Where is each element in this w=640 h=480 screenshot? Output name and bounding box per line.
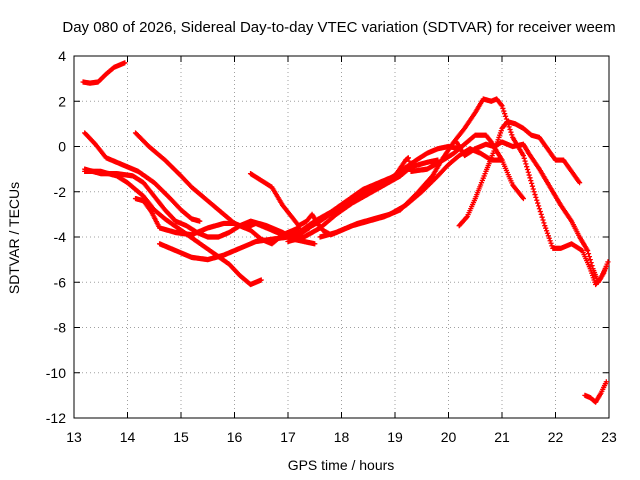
data-point: [605, 259, 611, 265]
y-tick-label: -12: [46, 410, 66, 426]
grid: [74, 56, 609, 418]
data-point: [508, 129, 514, 135]
data-point: [197, 218, 203, 224]
data-point: [501, 108, 507, 114]
data-point: [122, 60, 128, 66]
data-point: [529, 183, 536, 189]
data-point: [535, 203, 542, 209]
series-arc14: [582, 379, 609, 405]
data-point: [406, 158, 412, 164]
data-point: [407, 162, 413, 168]
x-tick-label: 18: [334, 429, 350, 445]
data-point: [407, 165, 413, 171]
data-point: [524, 164, 530, 170]
data-point: [528, 178, 534, 184]
x-tick-label: 15: [173, 429, 189, 445]
y-tick-label: -6: [54, 274, 67, 290]
y-axis-label: SDTVAR / TECUs: [6, 182, 22, 294]
data-point: [531, 189, 537, 195]
y-tick-label: -10: [46, 365, 66, 381]
x-tick-label: 17: [280, 429, 296, 445]
data-point: [544, 230, 551, 236]
x-tick-label: 22: [548, 429, 564, 445]
data-point: [526, 172, 532, 178]
data-point: [535, 200, 541, 206]
data-point: [521, 155, 527, 161]
data-point: [524, 166, 531, 173]
data-points: [80, 60, 611, 405]
data-point: [543, 228, 550, 234]
data-point: [523, 161, 529, 167]
series-arc10: [296, 132, 526, 236]
data-point: [537, 208, 543, 215]
series-arc01: [80, 60, 128, 86]
x-tick-label: 14: [120, 429, 136, 445]
data-point: [603, 379, 609, 385]
data-point: [538, 211, 544, 217]
y-tick-label: -8: [54, 320, 67, 336]
series-arc02: [82, 130, 203, 224]
data-point: [585, 250, 592, 257]
data-point: [585, 247, 591, 254]
series-arc13: [453, 139, 611, 285]
data-point: [527, 175, 533, 181]
data-point: [539, 214, 545, 220]
x-tick-label: 23: [601, 429, 617, 445]
data-point: [525, 169, 531, 175]
axis-ticks: 13 14 15 16 17 18 19 20 21 22 23 -12 -10 -8 -6 -4 -2 0 2 4: [46, 48, 617, 445]
data-point: [530, 186, 536, 192]
data-point: [405, 155, 411, 161]
data-point: [532, 191, 538, 198]
data-point: [547, 238, 553, 244]
data-point: [463, 214, 470, 221]
data-point: [502, 111, 508, 117]
data-point: [522, 158, 528, 164]
data-point: [534, 197, 540, 203]
data-point: [520, 152, 526, 159]
data-point: [506, 124, 512, 130]
x-axis-label: GPS time / hours: [288, 457, 395, 473]
y-tick-label: 4: [58, 48, 66, 64]
data-point: [509, 132, 515, 138]
data-point: [500, 105, 506, 112]
x-tick-label: 13: [66, 429, 82, 445]
data-point: [533, 194, 539, 201]
data-point: [546, 235, 552, 241]
chart-title: Day 080 of 2026, Sidereal Day-to-day VTE…: [62, 19, 615, 36]
data-point: [502, 113, 509, 119]
data-point: [498, 102, 504, 108]
data-point: [542, 223, 548, 229]
data-point: [520, 195, 526, 202]
data-point: [576, 180, 583, 186]
data-point: [507, 126, 513, 133]
data-point: [543, 225, 549, 231]
data-point: [589, 263, 595, 269]
data-point: [529, 180, 535, 186]
x-tick-label: 20: [441, 429, 457, 445]
data-point: [312, 241, 318, 247]
x-tick-label: 19: [387, 429, 403, 445]
y-tick-label: -2: [54, 184, 67, 200]
data-point: [548, 240, 554, 246]
x-tick-label: 21: [494, 429, 510, 445]
data-point: [258, 277, 264, 283]
data-point: [536, 206, 543, 212]
data-point: [588, 260, 594, 266]
y-tick-label: 2: [58, 93, 66, 109]
data-point: [499, 103, 505, 109]
y-tick-label: 0: [58, 139, 66, 155]
y-tick-label: -4: [54, 229, 67, 245]
data-point: [541, 220, 547, 226]
data-point: [587, 257, 593, 263]
data-point: [545, 233, 551, 239]
series-arc12: [456, 119, 583, 229]
data-point: [540, 217, 546, 223]
data-point: [586, 254, 592, 260]
x-tick-label: 16: [227, 429, 243, 445]
